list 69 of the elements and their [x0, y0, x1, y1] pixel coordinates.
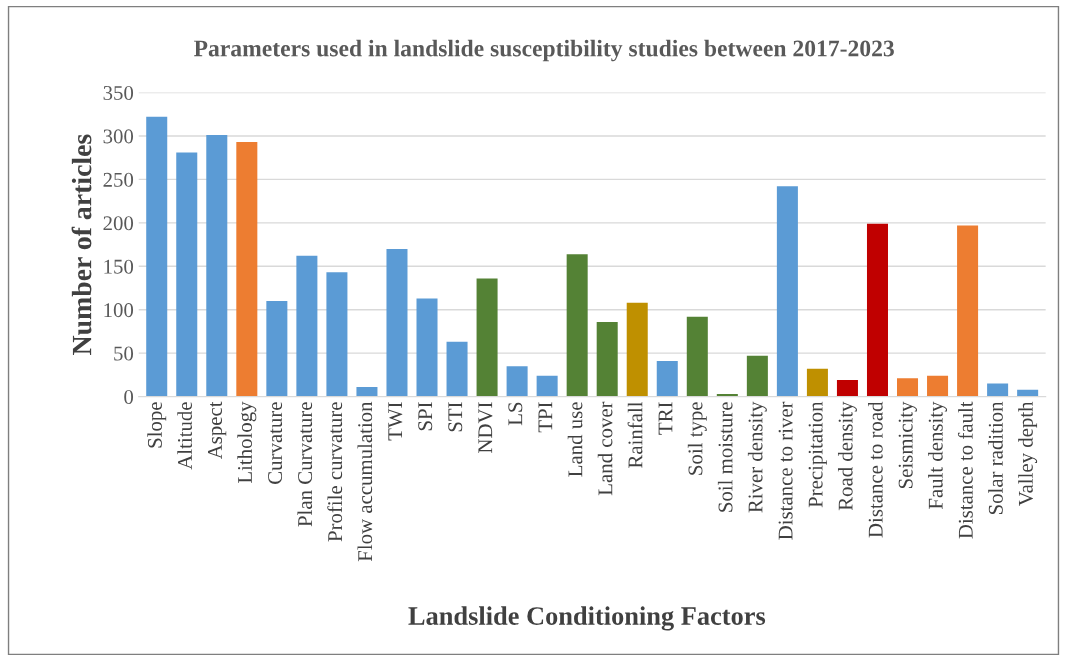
bar: [356, 387, 378, 397]
x-tick-label: STI: [448, 402, 463, 432]
x-tick-label: Slope: [147, 402, 167, 448]
x-tick-label: TRI: [658, 402, 673, 435]
x-tick-label: TWI: [388, 402, 403, 441]
x-tick-label: River density: [747, 401, 767, 513]
x-tick-label: Soil moisture: [717, 402, 733, 512]
x-tick-label: Valley depth: [1018, 401, 1038, 506]
x-tick-label: Curvature: [268, 402, 283, 484]
x-tick-label: Road density: [837, 401, 857, 511]
y-tick-label: 350: [103, 85, 134, 100]
x-tick-label: Rainfall: [627, 401, 643, 468]
bar: [266, 301, 288, 397]
y-tick-label: 150: [104, 259, 134, 274]
bar: [987, 383, 1009, 397]
bar: [566, 254, 588, 397]
chart-title: Parameters used in landslide susceptibility studies between 2017-2023: [194, 39, 894, 62]
x-tick-label: Precipitation: [808, 401, 827, 508]
x-tick-label: Solar radition: [988, 401, 1003, 515]
bar: [656, 360, 678, 397]
x-tick-label: Flow accumulation: [357, 401, 373, 562]
bar: [146, 116, 168, 397]
x-tick-label: TPI: [538, 402, 553, 433]
bar: [776, 186, 798, 397]
bar: [686, 316, 708, 397]
bar: [446, 341, 468, 397]
y-tick-label: 250: [103, 172, 134, 187]
x-tick-label: NDVI: [478, 402, 493, 453]
y-tick-label: 0: [124, 389, 134, 405]
x-tick-label: Distance to road: [868, 401, 883, 538]
y-tick-label: 100: [104, 303, 134, 318]
x-tick-label: Seismicity: [898, 401, 917, 489]
x-axis-title: Landslide Conditioning Factors: [408, 606, 766, 631]
x-tick-label: Lithology: [237, 401, 257, 484]
x-tick-label: Soil type: [687, 402, 707, 475]
y-tick-label: 50: [114, 346, 134, 361]
bar: [296, 255, 318, 397]
x-tick-label: SPI: [418, 402, 433, 431]
bar: [536, 375, 558, 397]
x-tick-label: LS: [508, 402, 523, 426]
x-tick-label: Fault density: [928, 401, 948, 510]
bar: [866, 223, 888, 397]
bar: [806, 368, 828, 397]
x-tick-label: Distance to river: [778, 401, 793, 540]
bar: [206, 135, 228, 397]
bar: [897, 378, 919, 397]
bar: [476, 278, 498, 397]
x-tick-label: Land cover: [597, 401, 613, 496]
bar: [836, 380, 858, 397]
x-tick-label: Plan Curvature: [297, 402, 313, 527]
bar: [386, 248, 408, 397]
x-tick-label: Aspect: [208, 401, 227, 460]
bar: [596, 321, 618, 397]
y-tick-label: 200: [103, 216, 134, 231]
y-axis-title: Number of articles: [71, 134, 92, 355]
bar: [626, 302, 648, 397]
bar: [176, 152, 198, 397]
bar: [927, 375, 949, 397]
x-tick-label: Land use: [567, 402, 583, 477]
bar: [746, 355, 768, 397]
x-tick-label: Profile curvature: [327, 402, 343, 542]
x-tick-label: Distance to fault: [957, 401, 973, 539]
bar: [416, 298, 438, 397]
bar: [506, 366, 528, 397]
bar: [236, 142, 258, 397]
y-tick-label: 300: [103, 129, 134, 144]
bar: [326, 272, 348, 397]
x-tick-label: Altitude: [177, 402, 192, 470]
bar: [957, 225, 979, 397]
